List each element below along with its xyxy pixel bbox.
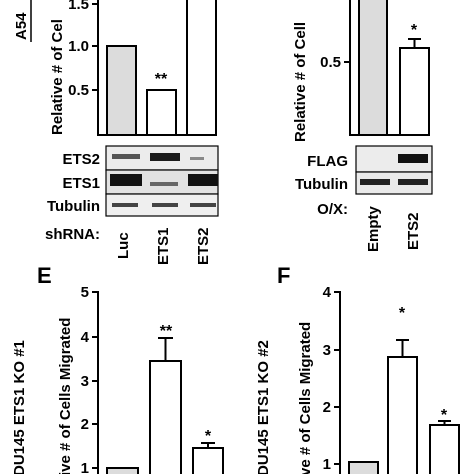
y-tick-label: 4 bbox=[323, 284, 332, 301]
y-axis-label-line2: ve # of Cells Migrated bbox=[297, 322, 314, 474]
y-axis-label: Relative # of Cel bbox=[49, 19, 66, 135]
panel-e: E DU145 ETS1 KO #1 ive # of Cells Migrat… bbox=[11, 263, 224, 474]
blot-label: ETS2 bbox=[62, 151, 100, 168]
significance-label: * bbox=[441, 407, 448, 424]
y-axis-label: Relative # of Cell bbox=[292, 22, 309, 142]
bar-condition-2 bbox=[387, 356, 418, 474]
bar-condition-2 bbox=[149, 360, 182, 474]
bar-empty bbox=[358, 0, 388, 136]
x-tick-label: Empty bbox=[365, 206, 382, 253]
y-tick-label: 1 bbox=[81, 460, 89, 474]
bar-control bbox=[348, 461, 379, 474]
band bbox=[190, 203, 216, 207]
band bbox=[152, 203, 178, 207]
panel-f: F DU145 ETS1 KO #2 ve # of Cells Migrate… bbox=[255, 263, 460, 474]
x-tick-label: Luc bbox=[115, 232, 132, 259]
y-axis-label-line2: ive # of Cells Migrated bbox=[57, 318, 74, 474]
significance-label: ** bbox=[155, 71, 168, 88]
y-tick-label: 1.5 bbox=[68, 0, 89, 13]
y-tick-label: 4 bbox=[81, 329, 90, 346]
band bbox=[150, 182, 178, 186]
y-tick-label: 1 bbox=[323, 456, 331, 473]
panel-top-left: A54 Relative # of Cel 1.5 1.0 0.5 ** ETS… bbox=[13, 0, 219, 265]
y-axis-label-line1: DU145 ETS1 KO #2 bbox=[255, 340, 272, 474]
bar-ets2 bbox=[399, 47, 430, 136]
x-tick-label: ETS1 bbox=[155, 227, 172, 265]
band bbox=[398, 179, 428, 185]
y-tick-label: 3 bbox=[323, 342, 331, 359]
band bbox=[150, 153, 180, 161]
band bbox=[188, 174, 218, 186]
significance-label: * bbox=[205, 428, 212, 445]
y-tick-label: 3 bbox=[81, 373, 89, 390]
blot-label: Tubulin bbox=[295, 176, 348, 193]
cell-line-label: A54 bbox=[13, 12, 30, 40]
band bbox=[112, 203, 138, 207]
panel-top-right: Relative # of Cell 0.5 * FLAG Tubulin O/… bbox=[292, 0, 433, 253]
shrna-label: shRNA: bbox=[45, 226, 100, 243]
y-tick-label: 0.5 bbox=[320, 54, 341, 71]
y-tick-label: 1.0 bbox=[68, 38, 89, 55]
blot-label: Tubulin bbox=[47, 198, 100, 215]
x-tick-label: ETS2 bbox=[405, 212, 422, 250]
bar-ets1 bbox=[146, 89, 177, 136]
panel-letter: E bbox=[37, 263, 52, 288]
blot-label: FLAG bbox=[307, 153, 348, 170]
significance-label: ** bbox=[160, 323, 173, 340]
bar-control bbox=[106, 467, 139, 474]
bar-condition-3 bbox=[429, 424, 460, 474]
bar-ets2 bbox=[186, 0, 217, 136]
panel-letter: F bbox=[277, 263, 290, 288]
bar-luc bbox=[106, 45, 137, 136]
y-tick-label: 5 bbox=[81, 284, 89, 301]
y-tick-label: 2 bbox=[81, 416, 89, 433]
bar-condition-3 bbox=[192, 447, 224, 474]
blot-tubulin bbox=[355, 171, 433, 195]
ox-label: O/X: bbox=[317, 201, 348, 218]
blot-label: ETS1 bbox=[62, 175, 100, 192]
band bbox=[190, 157, 204, 160]
band bbox=[112, 154, 140, 159]
x-tick-label: ETS2 bbox=[195, 227, 212, 265]
band bbox=[110, 174, 142, 186]
y-tick-label: 0.5 bbox=[68, 82, 89, 99]
y-tick-label: 2 bbox=[323, 399, 331, 416]
y-axis-label-line1: DU145 ETS1 KO #1 bbox=[11, 340, 28, 474]
band bbox=[360, 179, 390, 185]
significance-label: * bbox=[411, 22, 418, 39]
band bbox=[398, 154, 428, 163]
significance-label: * bbox=[399, 305, 406, 322]
